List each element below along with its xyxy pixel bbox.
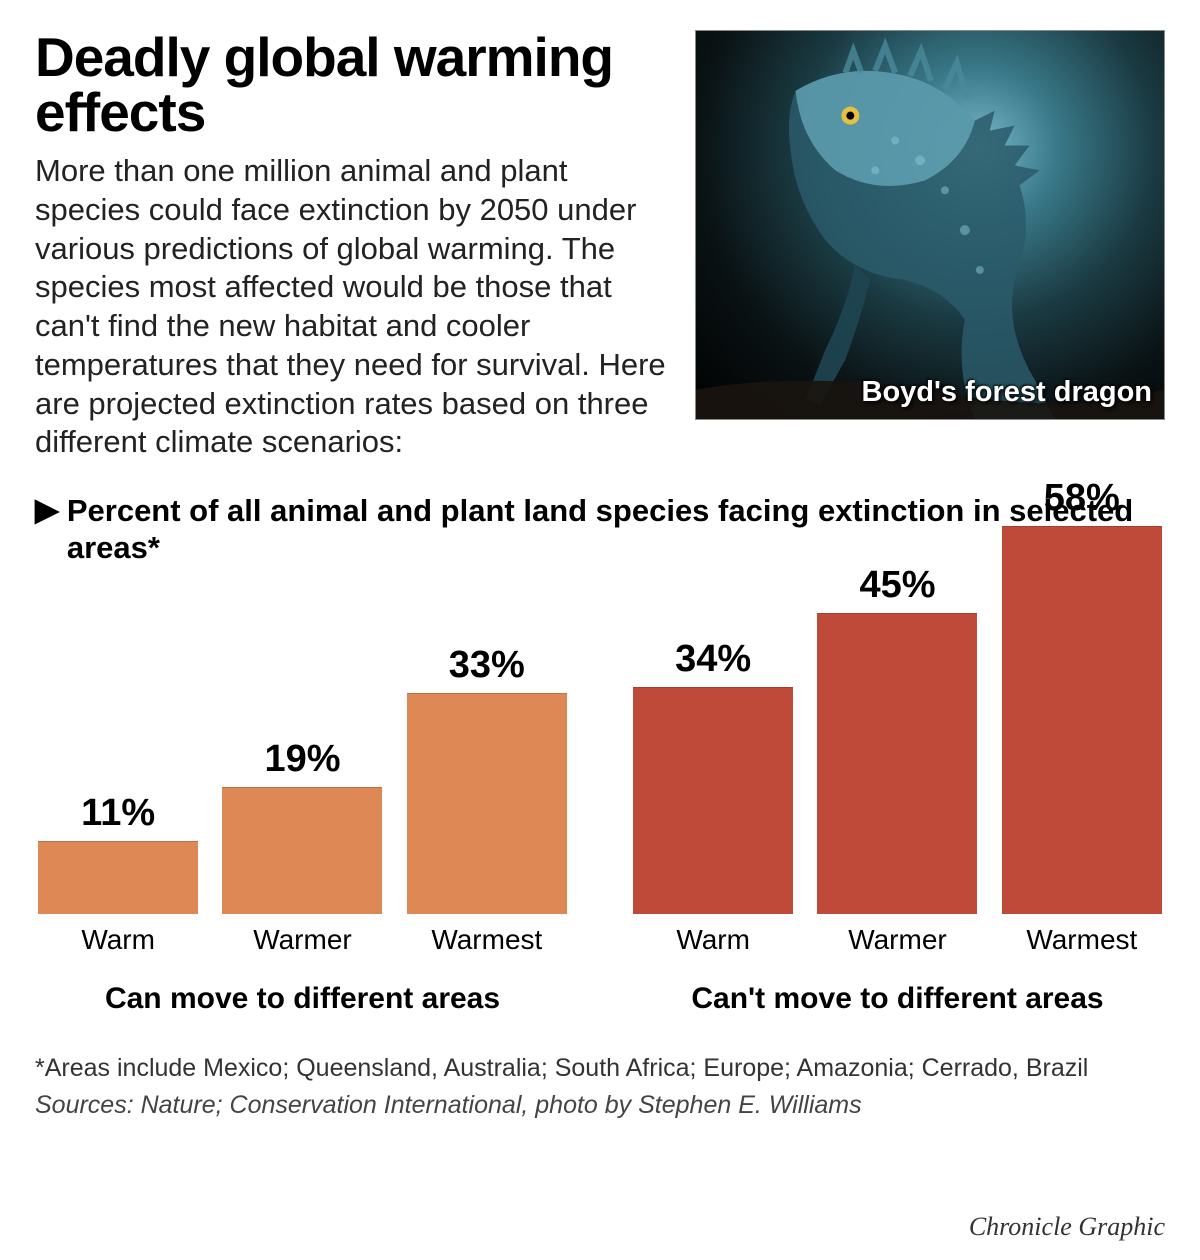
intro-paragraph: More than one million animal and plant s… (35, 152, 675, 462)
bar-category-label: Warm (81, 924, 155, 956)
bar-value-label: 19% (264, 738, 340, 781)
bar-rect (222, 787, 382, 914)
species-photo: Boyd's forest dragon (695, 30, 1165, 420)
bar: 19% Warmer (222, 738, 382, 956)
header-row: Deadly global warming effects More than … (35, 30, 1165, 462)
bar-category-label: Warmer (848, 924, 947, 956)
bar-value-label: 58% (1044, 477, 1120, 520)
headline: Deadly global warming effects (35, 30, 675, 140)
sources-line: Sources: Nature; Conservation Internatio… (35, 1091, 1165, 1120)
bar-category-label: Warmer (253, 924, 352, 956)
bar-rect (633, 687, 793, 915)
bar-rect (407, 693, 567, 914)
bar-value-label: 34% (675, 638, 751, 681)
bar-value-label: 11% (81, 792, 155, 835)
bar-category-label: Warmest (431, 924, 542, 956)
bar-group-label: Can't move to different areas (630, 982, 1165, 1016)
publication-credit: Chronicle Graphic (969, 1212, 1165, 1242)
forest-dragon-illustration (696, 31, 1164, 419)
bar-category-label: Warm (676, 924, 750, 956)
bar-rect (817, 613, 977, 915)
bar-rect (38, 841, 198, 915)
bar: 11% Warm (38, 792, 198, 957)
group-labels-row: Can move to different areas Can't move to… (35, 982, 1165, 1016)
bar: 33% Warmest (407, 644, 567, 956)
header-text-block: Deadly global warming effects More than … (35, 30, 675, 462)
bar-value-label: 33% (449, 644, 525, 687)
bars-row: 11% Warm 19% Warmer 33% Warmest 34% Warm 45% Warm… (35, 477, 1165, 957)
bar-group: 34% Warm 45% Warmer 58% Warmest (630, 477, 1165, 957)
photo-caption: Boyd's forest dragon (862, 376, 1152, 409)
bar-category-label: Warmest (1026, 924, 1137, 956)
chart-footnote: *Areas include Mexico; Queensland, Austr… (35, 1054, 1165, 1083)
bar: 34% Warm (633, 638, 793, 957)
bar-value-label: 45% (859, 564, 935, 607)
bar-group: 11% Warm 19% Warmer 33% Warmest (35, 477, 570, 957)
bar: 58% Warmest (1002, 477, 1162, 957)
bar-group-label: Can move to different areas (35, 982, 570, 1016)
bar: 45% Warmer (817, 564, 977, 957)
extinction-bar-chart: 11% Warm 19% Warmer 33% Warmest 34% Warm 45% Warm… (35, 516, 1165, 1036)
bar-rect (1002, 526, 1162, 915)
